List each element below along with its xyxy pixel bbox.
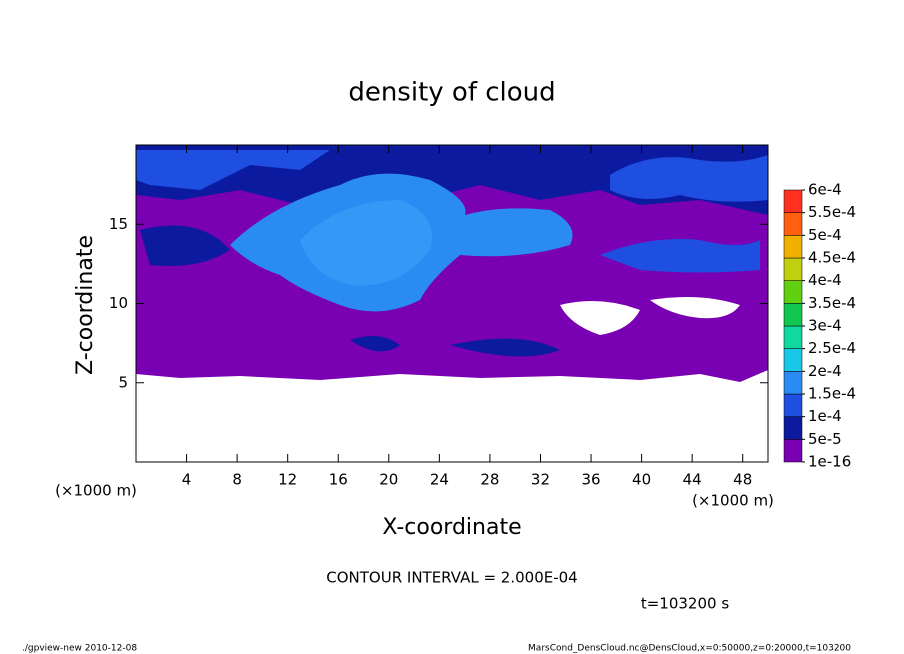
x-tick-label: 8 (232, 471, 242, 489)
x-tick-label: 48 (733, 471, 752, 489)
colorbar-label: 3.5e-4 (808, 294, 856, 312)
colorbar-label: 1.5e-4 (808, 385, 856, 403)
x-tick-label: 36 (581, 471, 600, 489)
chart-title: density of cloud (348, 78, 555, 108)
colorbar-band (783, 325, 803, 349)
contour-field (136, 145, 768, 462)
colorbar-label: 6e-4 (808, 181, 842, 199)
colorbar-band (783, 235, 803, 259)
colorbar-label: 4.5e-4 (808, 249, 856, 267)
colorbar-label: 3e-4 (808, 317, 842, 335)
y-tick-label: 5 (118, 373, 128, 391)
colorbar-label: 2e-4 (808, 362, 842, 380)
annotation: CONTOUR INTERVAL = 2.000E-04 (326, 569, 577, 587)
annotation: t=103200 s (641, 595, 729, 613)
colorbar-band (783, 280, 803, 304)
x-axis-label: X-coordinate (382, 515, 521, 540)
x-tick-label: 16 (329, 471, 348, 489)
x-tick-label: 44 (683, 471, 702, 489)
x-tick-label: 20 (379, 471, 398, 489)
x-tick-label: 12 (278, 471, 297, 489)
x-tick-label: 24 (430, 471, 449, 489)
colorbar-band (783, 348, 803, 372)
colorbar-label: 5.5e-4 (808, 203, 856, 221)
x-tick-label: 4 (182, 471, 192, 489)
x-tick-label: 32 (531, 471, 550, 489)
colorbar-label: 1e-16 (808, 453, 851, 471)
colorbar-band (783, 303, 803, 327)
colorbar-label: 1e-4 (808, 407, 842, 425)
colorbar-band (783, 371, 803, 395)
colorbar-band (783, 393, 803, 417)
x-unit-label: (×1000 m) (692, 492, 774, 510)
y-tick-label: 10 (109, 294, 128, 312)
colorbar-band (783, 416, 803, 440)
colorbar-label: 5e-4 (808, 226, 842, 244)
x-tick-label: 40 (632, 471, 651, 489)
y-tick-label: 15 (109, 215, 128, 233)
y-unit-label: (×1000 m) (55, 482, 137, 500)
colorbar-label: 5e-5 (808, 430, 842, 448)
colorbar-label: 4e-4 (808, 271, 842, 289)
colorbar-band (783, 439, 803, 463)
x-tick-label: 28 (480, 471, 499, 489)
y-axis-label: Z-coordinate (73, 235, 98, 375)
footer-left: ./gpview-new 2010-12-08 (22, 644, 137, 654)
colorbar-band (783, 189, 803, 213)
footer-right: MarsCond_DensCloud.nc@DensCloud,x=0:5000… (528, 644, 851, 654)
colorbar-band (783, 212, 803, 236)
colorbar-label: 2.5e-4 (808, 339, 856, 357)
colorbar-band (783, 257, 803, 281)
